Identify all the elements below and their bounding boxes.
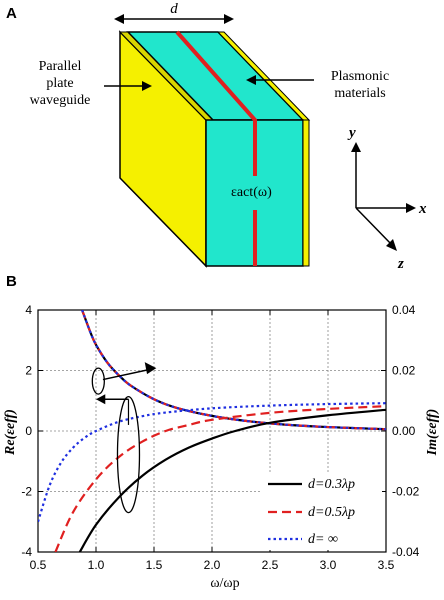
re-curve-ellipse: [116, 395, 141, 514]
y-axis-left-label: Re(εeff): [3, 409, 18, 456]
im-curve-2: [81, 310, 386, 431]
y-tick-label-left: 0: [25, 424, 32, 438]
right-arrow-head: [144, 362, 157, 375]
annotation-line-1: Parallel: [39, 59, 82, 74]
y-tick-label-left: 2: [25, 364, 32, 378]
annotation-line-4: Plasmonic: [331, 69, 389, 84]
re-curve-0: [78, 408, 386, 552]
coordinate-axes: [351, 142, 416, 251]
legend-label: d=0.5λp: [308, 505, 355, 520]
y-tick-label-right: -0.02: [392, 485, 420, 499]
x-tick-label: 2.5: [262, 558, 279, 572]
y-tick-label-right: 0.00: [392, 424, 416, 438]
y-tick-label-left: 4: [25, 303, 32, 317]
y-tick-label-right: -0.04: [392, 545, 420, 559]
legend-label: d= ∞: [308, 532, 338, 547]
axis-y-label: y: [347, 125, 356, 141]
x-tick-label: 3.5: [378, 558, 395, 572]
left-arrow-head: [96, 394, 106, 405]
red-guide-line: [175, 30, 257, 176]
x-tick-label: 1.0: [88, 558, 105, 572]
left-annotation-arrow: [104, 81, 152, 91]
im-curve-ellipse: [91, 367, 105, 395]
re-curve-2: [38, 402, 386, 523]
y-tick-label-left: -4: [21, 545, 32, 559]
right-annotation-arrow: [246, 75, 314, 85]
re-curve-1: [54, 405, 386, 552]
y-tick-label-right: 0.02: [392, 364, 416, 378]
right-pointing-arrow: [102, 368, 152, 381]
axis-z-label: z: [397, 256, 404, 272]
im-curve-0: [81, 310, 386, 431]
panel-b-label: B: [6, 273, 17, 290]
dimension-label: d: [170, 1, 178, 17]
epsilon-label: εact(ω): [231, 185, 272, 200]
y-axis-right-label: Im(εeff): [425, 409, 440, 457]
y-tick-label-left: -2: [21, 485, 32, 499]
dimension-arrow: [114, 14, 234, 24]
annotation-line-3: waveguide: [30, 93, 91, 108]
axis-x-label: x: [418, 201, 427, 217]
legend-label: d=0.3λp: [308, 477, 355, 492]
x-tick-label: 2.0: [204, 558, 221, 572]
panel-a-label: A: [6, 5, 17, 22]
annotation-line-2: plate: [46, 76, 73, 91]
waveguide-illustration: [118, 30, 311, 268]
chart-panel-b: 0.5 1.0 1.5 2.0 2.5 3.0 3.5 -4 -2 0 2 4 -0.04 -0.02 0.…: [21, 303, 419, 572]
annotation-line-5: materials: [334, 86, 385, 101]
x-axis-label: ω/ωp: [210, 576, 239, 591]
im-curve-1: [81, 310, 386, 431]
x-tick-label: 1.5: [146, 558, 163, 572]
y-tick-label-right: 0.04: [392, 303, 416, 317]
x-tick-label: 3.0: [320, 558, 337, 572]
x-tick-label: 0.5: [30, 558, 47, 572]
